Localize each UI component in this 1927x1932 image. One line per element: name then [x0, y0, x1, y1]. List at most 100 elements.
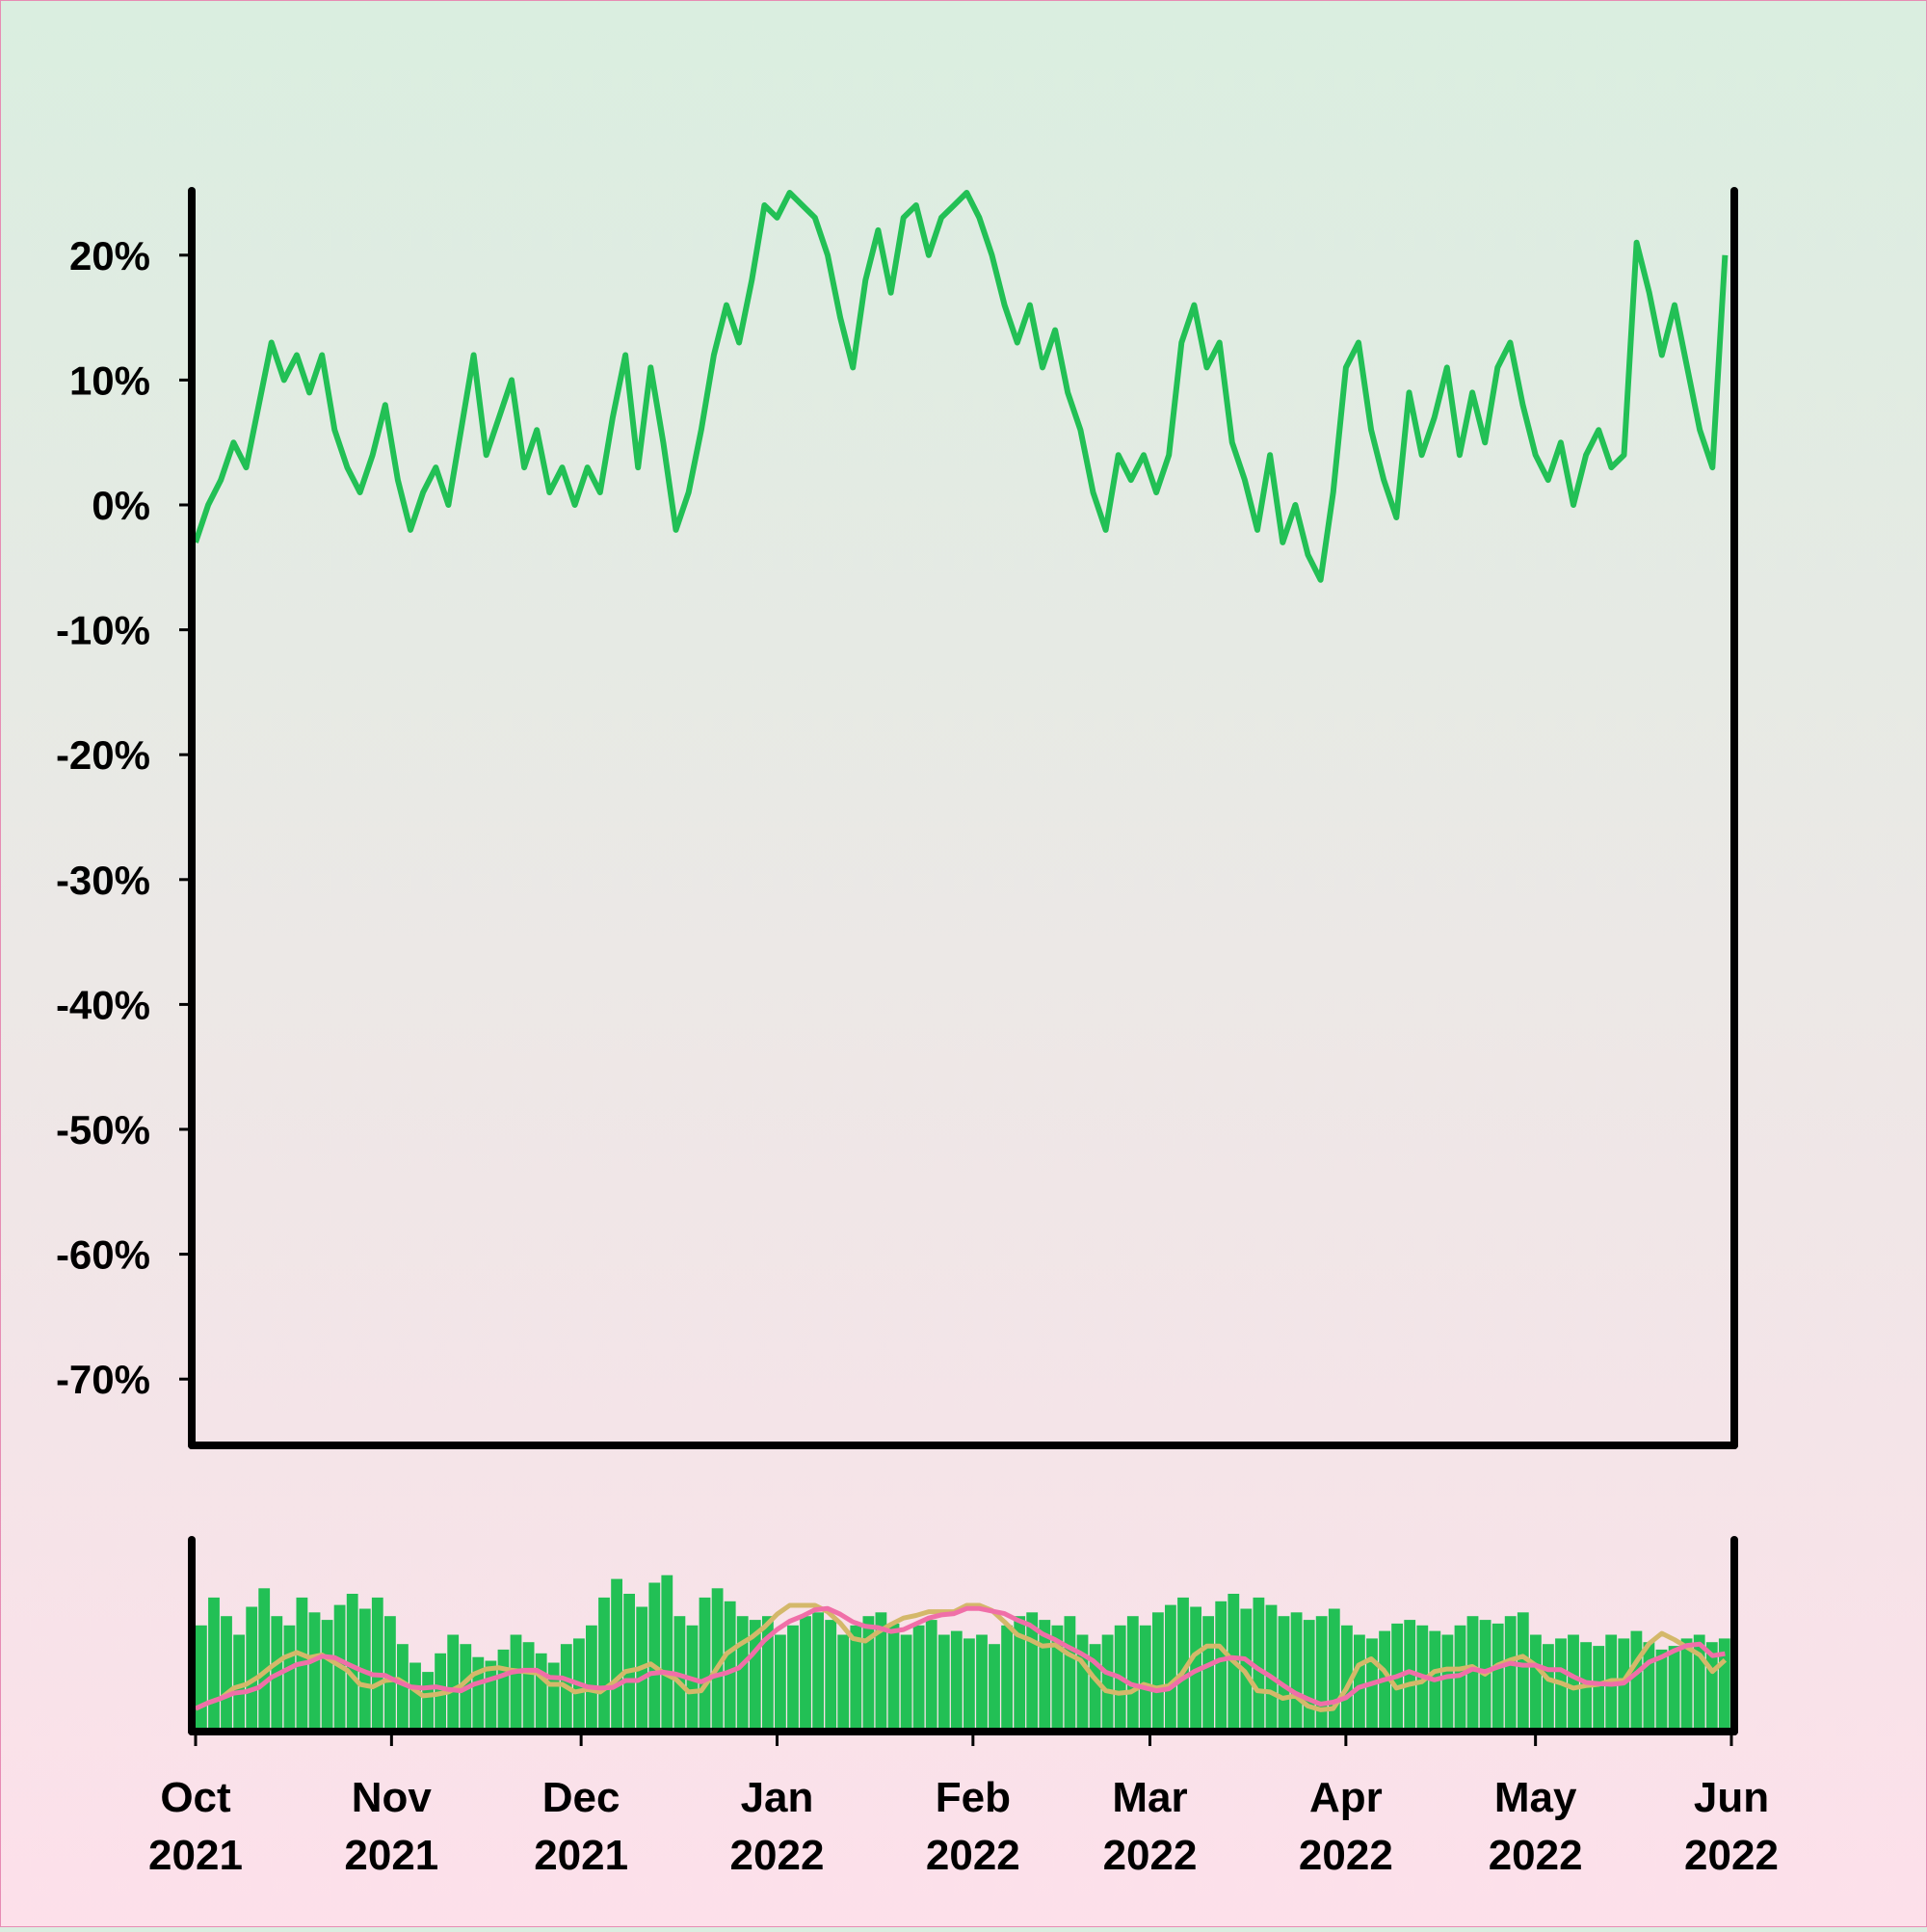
volume-bar	[1705, 1642, 1718, 1728]
volume-panel: Oct 2021 Nov 2021 Dec 2021 Jan 2022 Feb 2022 Mar 20…	[148, 1536, 1779, 1879]
volume-bar	[1039, 1620, 1051, 1728]
y-tick-label: -70%	[56, 1357, 150, 1402]
x-tick-label-month: Dec	[542, 1774, 620, 1821]
volume-bar	[371, 1597, 383, 1728]
volume-bar	[787, 1625, 799, 1728]
volume-bar	[221, 1616, 232, 1728]
volume-bar	[497, 1649, 510, 1728]
volume-bar	[1001, 1625, 1013, 1728]
volume-bar	[522, 1642, 535, 1728]
volume-bar	[976, 1634, 988, 1728]
volume-bar	[308, 1612, 321, 1728]
y-tick-label: -10%	[56, 608, 150, 653]
volume-bar	[1177, 1597, 1189, 1728]
x-tick-label-month: May	[1494, 1774, 1577, 1821]
volume-bar	[699, 1597, 711, 1728]
volume-bar	[447, 1634, 460, 1728]
volume-bar	[435, 1653, 446, 1728]
volume-bar	[686, 1625, 699, 1728]
volume-bar	[724, 1601, 736, 1728]
volume-bar	[358, 1608, 371, 1728]
volume-bar	[1265, 1604, 1278, 1728]
x-axis-ticks: Oct 2021 Nov 2021 Dec 2021 Jan 2022 Feb 2022 Mar 20…	[148, 1732, 1779, 1879]
volume-bar	[1278, 1616, 1290, 1728]
volume-bar	[937, 1634, 950, 1728]
volume-bar	[825, 1620, 837, 1728]
volume-bar	[1076, 1634, 1089, 1728]
volume-bar	[1517, 1612, 1529, 1728]
volume-bar	[850, 1625, 862, 1728]
volume-bar	[246, 1606, 258, 1728]
volume-bar	[1593, 1646, 1605, 1728]
volume-bar	[384, 1616, 396, 1728]
volume-bar	[736, 1616, 749, 1728]
volume-bar	[1290, 1612, 1303, 1728]
volume-bar	[800, 1616, 811, 1728]
price-line-series	[193, 190, 1729, 583]
volume-bar	[196, 1625, 207, 1728]
volume-bar	[775, 1634, 786, 1728]
x-tick-label-month: Jun	[1694, 1774, 1769, 1821]
volume-bar	[1668, 1646, 1680, 1728]
x-tick-label-month: Feb	[936, 1774, 1011, 1821]
volume-bar	[900, 1634, 912, 1728]
volume-bar	[749, 1620, 761, 1728]
volume-bar	[1014, 1616, 1026, 1728]
volume-bar	[762, 1616, 774, 1728]
volume-bar	[862, 1616, 875, 1728]
volume-bar	[1139, 1625, 1151, 1728]
volume-bars	[196, 1575, 1730, 1729]
volume-bar	[422, 1672, 434, 1728]
x-tick-label-year: 2021	[148, 1832, 243, 1879]
volume-bar	[1466, 1616, 1479, 1728]
volume-bar	[547, 1662, 560, 1728]
x-tick-label-year: 2022	[1299, 1832, 1393, 1879]
x-tick-label-year: 2022	[1684, 1832, 1779, 1879]
volume-bar	[1354, 1634, 1365, 1728]
volume-bar	[648, 1582, 661, 1728]
y-tick-label: -50%	[56, 1107, 150, 1152]
y-tick-label: -40%	[56, 982, 150, 1027]
volume-bar	[1441, 1634, 1454, 1728]
x-tick-label-month: Nov	[352, 1774, 433, 1821]
volume-bar	[925, 1620, 937, 1728]
volume-bar	[535, 1653, 547, 1728]
volume-bar	[1303, 1620, 1315, 1728]
volume-bar	[1530, 1634, 1542, 1728]
volume-bar	[623, 1594, 635, 1728]
volume-bar	[1215, 1601, 1227, 1728]
volume-bar	[1491, 1623, 1504, 1728]
volume-bar	[1101, 1634, 1114, 1728]
volume-bar	[1504, 1616, 1517, 1728]
volume-bar	[321, 1620, 333, 1728]
volume-bar	[485, 1660, 497, 1728]
x-tick-label-year: 2021	[344, 1832, 438, 1879]
volume-bar	[233, 1634, 245, 1728]
volume-bar	[346, 1594, 358, 1728]
x-tick-label-month: Mar	[1112, 1774, 1187, 1821]
volume-bar	[673, 1616, 686, 1728]
volume-bar	[208, 1597, 220, 1728]
x-tick-label-year: 2022	[730, 1832, 825, 1879]
volume-bar	[711, 1588, 724, 1729]
volume-bar	[258, 1588, 271, 1729]
volume-bar	[1190, 1606, 1201, 1728]
volume-bar	[1543, 1644, 1554, 1729]
x-tick-label-year: 2022	[1103, 1832, 1198, 1879]
volume-bar	[875, 1612, 887, 1728]
volume-bar	[837, 1634, 850, 1728]
volume-bar	[1630, 1630, 1643, 1728]
volume-bar	[1165, 1604, 1176, 1728]
y-tick-label: 0%	[92, 483, 150, 528]
volume-bar	[1718, 1638, 1730, 1728]
y-tick-label: -30%	[56, 858, 150, 903]
volume-bar	[283, 1625, 296, 1728]
volume-bar	[1051, 1625, 1064, 1728]
volume-bar	[912, 1625, 925, 1728]
volume-bar	[1253, 1597, 1265, 1728]
volume-bar	[598, 1597, 610, 1728]
volume-bar	[1655, 1649, 1668, 1728]
volume-bar	[1693, 1634, 1705, 1728]
